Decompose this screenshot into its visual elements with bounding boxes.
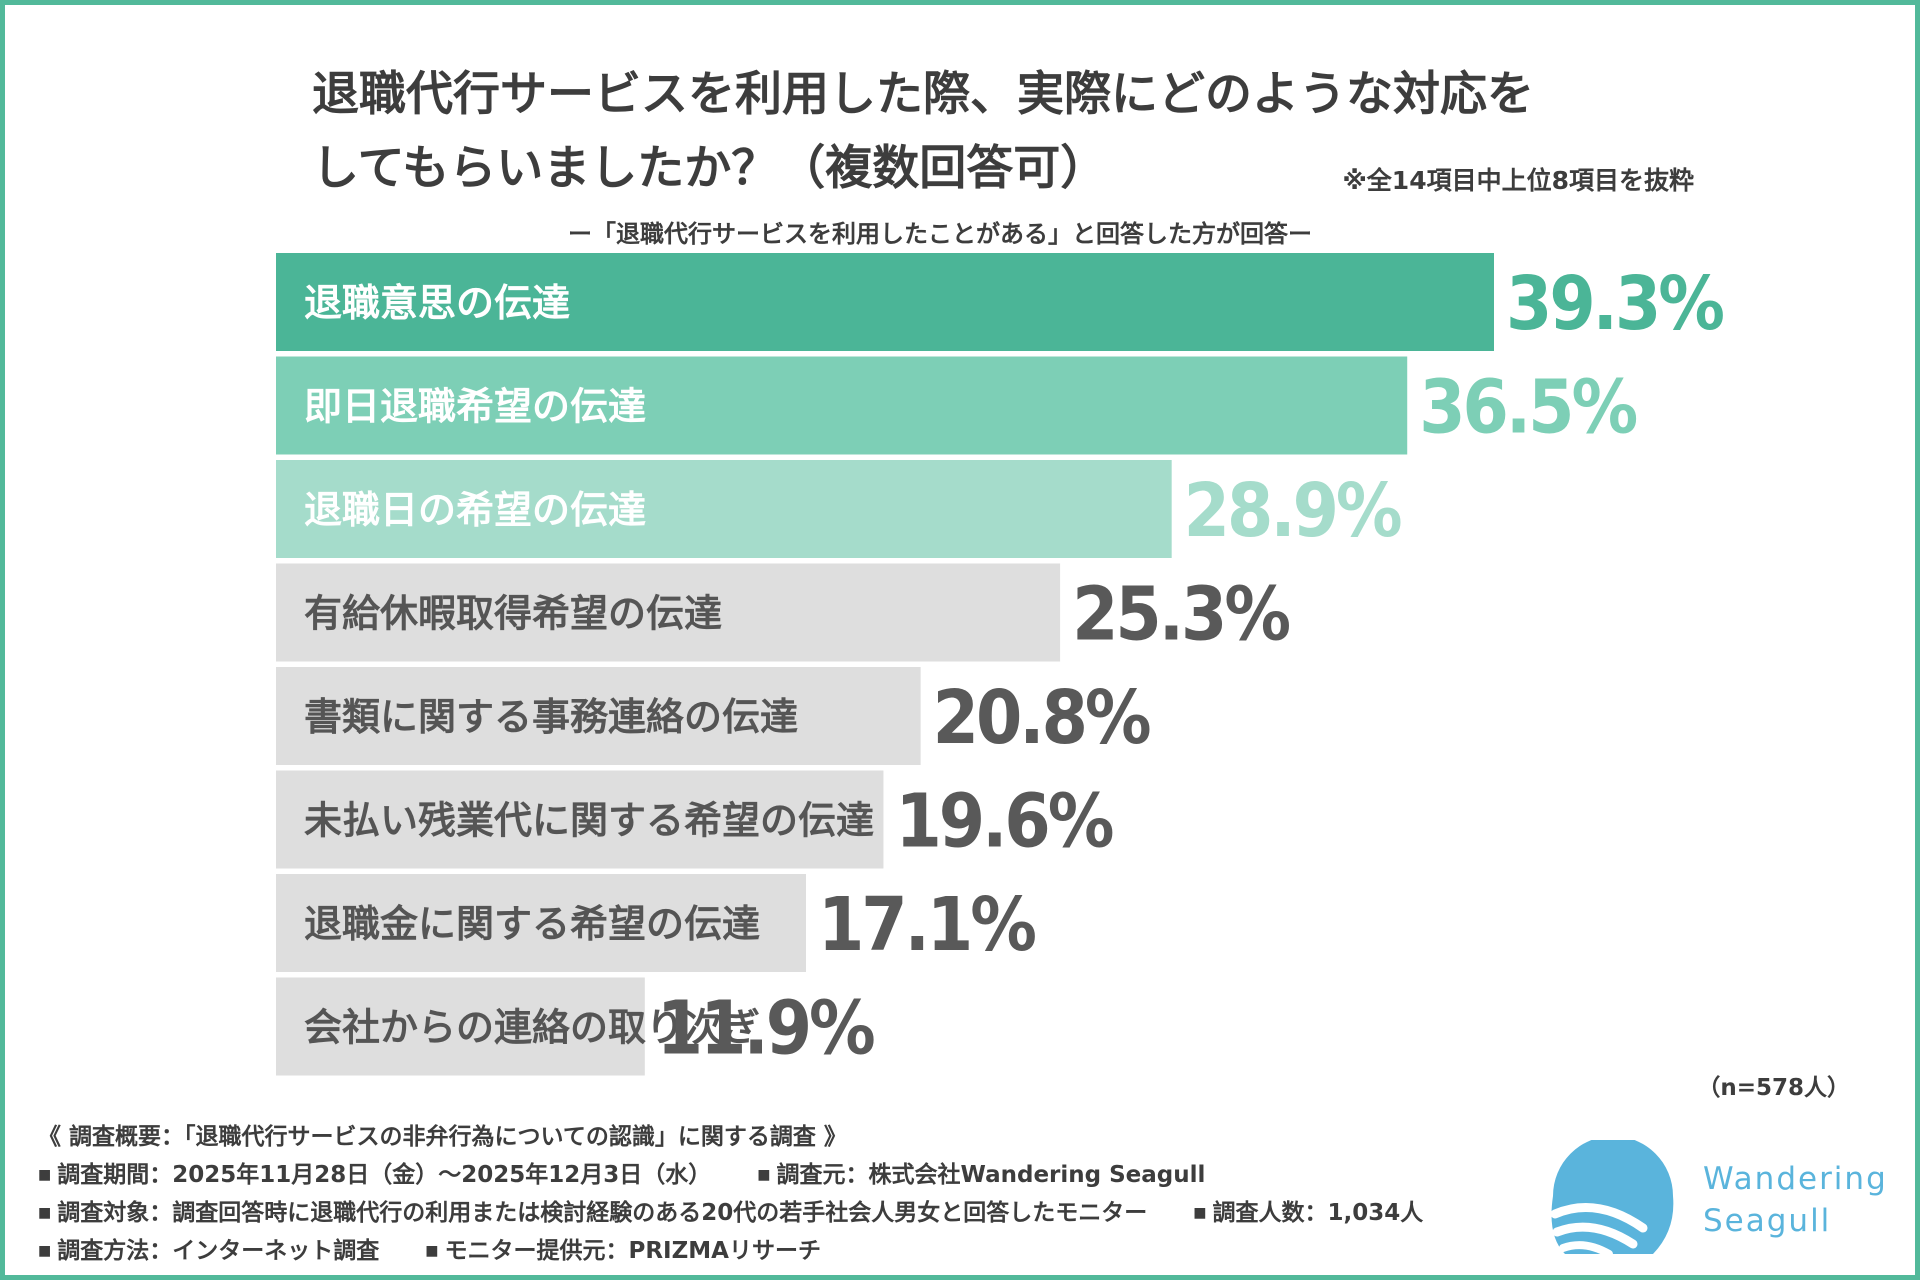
survey-row-3: ■ 調査方法：インターネット調査 ■ モニター提供元：PRIZMAリサーチ	[38, 1232, 1538, 1270]
value-label-4: 25.3%	[1072, 572, 1289, 658]
survey-row-1: ■ 調査期間：2025年11月28日（金）～2025年12月3日（水） ■ 調査元：株…	[38, 1156, 1538, 1194]
value-label-5: 20.8%	[933, 675, 1150, 761]
value-label-2: 36.5%	[1419, 365, 1636, 451]
survey-period: 調査期間：2025年11月28日（金）～2025年12月3日（水）	[57, 1162, 712, 1188]
wandering-seagull-logo: Wandering Seagull	[1545, 1136, 1890, 1260]
bullet-icon: ■	[757, 1167, 771, 1183]
top-items-note: ※全14項目中上位8項目を抜粋	[1342, 166, 1695, 195]
logo-text: Wandering Seagull	[1703, 1158, 1888, 1242]
bar-label-7: 退職金に関する希望の伝達	[304, 902, 760, 946]
survey-count: 調査人数：1,034人	[1212, 1200, 1424, 1226]
bar-label-1: 退職意思の伝達	[304, 281, 570, 325]
bar-label-3: 退職日の希望の伝達	[304, 488, 646, 532]
survey-source: 調査元：株式会社Wandering Seagull	[776, 1162, 1206, 1188]
bullet-icon: ■	[425, 1243, 439, 1259]
chart-title: 退職代行サービスを利用した際、実際にどのような対応を してもらいましたか？（複数…	[312, 58, 1712, 206]
bar-8	[276, 977, 645, 1076]
survey-summary: 《 調査概要：「退職代行サービスの非弁行為についての認識」に関する調査 》 ■ 調…	[38, 1118, 1538, 1270]
bar-label-2: 即日退職希望の伝達	[304, 385, 646, 429]
sample-size-label: （n=578人）	[1697, 1075, 1850, 1101]
bullet-icon: ■	[38, 1205, 52, 1221]
seagull-wave-icon	[1550, 1136, 1674, 1258]
bar-2	[276, 356, 1408, 455]
survey-heading: 《 調査概要：「退職代行サービスの非弁行為についての認識」に関する調査 》	[38, 1124, 847, 1150]
bar-3	[276, 460, 1172, 558]
chart-title-line-2: してもらいましたか？（複数回答可）	[312, 141, 1108, 196]
bar-label-8: 会社からの連絡の取り次ぎ	[304, 1006, 760, 1050]
value-label-3: 28.9%	[1184, 468, 1401, 554]
value-label-7: 17.1%	[818, 882, 1035, 968]
logo-text-line-2: Seagull	[1703, 1203, 1832, 1239]
bullet-icon: ■	[38, 1167, 52, 1183]
bullet-icon: ■	[1193, 1205, 1207, 1221]
bar-4	[276, 563, 1061, 662]
chart-title-line-1: 退職代行サービスを利用した際、実際にどのような対応を	[312, 67, 1534, 122]
bar-1	[276, 253, 1494, 351]
bar-7	[276, 874, 806, 972]
bullet-icon: ■	[38, 1243, 52, 1259]
bar-5	[276, 667, 921, 765]
survey-provider: モニター提供元：PRIZMAリサーチ	[444, 1238, 821, 1264]
value-label-6: 19.6%	[895, 779, 1112, 865]
bar-label-5: 書類に関する事務連絡の伝達	[304, 695, 798, 739]
bar-label-4: 有給休暇取得希望の伝達	[304, 592, 722, 636]
logo-text-line-1: Wandering	[1703, 1161, 1888, 1197]
chart-subtitle: ー「退職代行サービスを利用したことがある」と回答した方が回答ー	[568, 220, 1312, 248]
value-label-1: 39.3%	[1506, 261, 1723, 347]
value-label-8: 11.9%	[657, 986, 874, 1072]
survey-target: 調査対象：調査回答時に退職代行の利用または検討経験のある20代の若手社会人男女と…	[57, 1200, 1148, 1226]
bar-6	[276, 770, 884, 869]
survey-row-2: ■ 調査対象：調査回答時に退職代行の利用または検討経験のある20代の若手社会人男女…	[38, 1194, 1538, 1232]
bar-label-6: 未払い残業代に関する希望の伝達	[304, 799, 874, 843]
survey-method: 調査方法：インターネット調査	[57, 1238, 380, 1264]
